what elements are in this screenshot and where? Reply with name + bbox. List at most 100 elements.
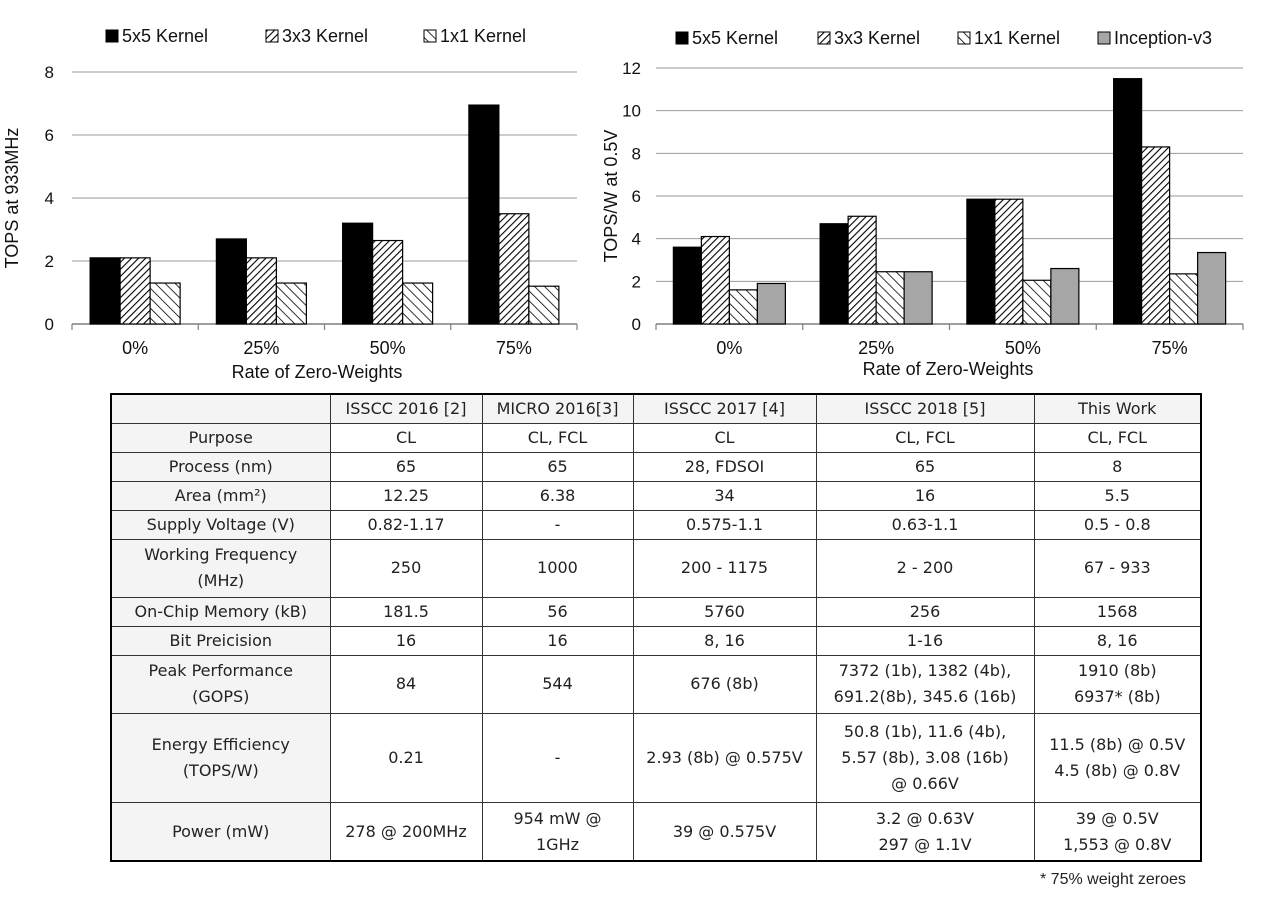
table-row: Working Frequency (MHz) 250 1000 200 - 1175… — [110, 539, 1202, 598]
bar-3x3-kernel-0 — [700, 235, 730, 325]
row-header-cell: Process (nm) — [110, 452, 331, 483]
table-cell: 39 @ 0.5V 1,553 @ 0.8V — [1033, 802, 1202, 862]
table-cell: CL — [329, 422, 483, 454]
table-cell: 0.63-1.1 — [815, 510, 1035, 541]
table-cell: 8, 16 — [1033, 625, 1202, 656]
x-tick-label: 75% — [496, 338, 532, 358]
x-tick-label: 50% — [370, 338, 406, 358]
x-tick-label: 25% — [858, 338, 894, 358]
table-cell: 5760 — [632, 596, 817, 627]
table-cell: CL, FCL — [1033, 422, 1202, 454]
table-row: On-Chip Memory (kB) 181.5 56 5760 256 1568 — [110, 596, 1202, 627]
y-tick-label: 6 — [45, 126, 54, 145]
y-axis-label: TOPS/W at 0.5V — [601, 130, 621, 263]
y-tick-label: 8 — [632, 144, 641, 163]
table-cell: 67 - 933 — [1033, 539, 1202, 598]
bar-3x3-kernel-75 — [498, 213, 530, 325]
x-tick-label: 0% — [716, 338, 742, 358]
table-cell: 954 mW @ 1GHz — [481, 802, 634, 862]
bar-5x5-kernel-0 — [672, 246, 702, 325]
table-row: Peak Performance (GOPS) 84 544 676 (8b) 7372… — [110, 654, 1202, 714]
table-cell: 1-16 — [815, 625, 1035, 656]
table-cell: 16 — [329, 625, 483, 656]
table-cell: 1000 — [481, 539, 634, 598]
table-cell: 256 — [815, 596, 1035, 627]
bar-3x3-kernel-25 — [245, 257, 277, 325]
bar-3x3-kernel-0 — [119, 257, 151, 325]
table-cell: - — [481, 510, 634, 541]
table-cell: 84 — [329, 654, 483, 714]
table-cell: 65 — [329, 452, 483, 483]
row-header-cell: Area (mm²) — [110, 481, 331, 512]
table-cell: 8 — [1033, 452, 1202, 483]
table-cell: CL — [632, 422, 817, 454]
x-tick-label: 0% — [122, 338, 148, 358]
y-tick-label: 0 — [45, 315, 54, 334]
column-header — [110, 393, 331, 424]
legend-label-5x5-kernel: 5x5 Kernel — [692, 28, 778, 48]
table-cell: 250 — [329, 539, 483, 598]
y-tick-label: 8 — [45, 63, 54, 82]
column-header: ISSCC 2018 [5] — [815, 393, 1035, 424]
table-cell: 676 (8b) — [632, 654, 817, 714]
row-header-cell: Power (mW) — [110, 802, 331, 862]
y-tick-label: 6 — [632, 187, 641, 206]
bar-1x1-kernel-75 — [528, 285, 560, 325]
y-tick-label: 12 — [622, 59, 641, 78]
bar-5x5-kernel-50 — [966, 198, 996, 325]
row-header-cell: On-Chip Memory (kB) — [110, 596, 331, 627]
column-header: This Work — [1033, 393, 1202, 424]
bar-5x5-kernel-0 — [89, 257, 121, 325]
legend-label-1x1-kernel: 1x1 Kernel — [974, 28, 1060, 48]
bar-5x5-kernel-25 — [819, 223, 849, 325]
bar-1x1-kernel-0 — [728, 289, 758, 325]
bar-3x3-kernel-50 — [372, 239, 404, 325]
table-cell: 278 @ 200MHz — [329, 802, 483, 862]
table-cell: 16 — [481, 625, 634, 656]
legend-swatch-1x1-kernel — [957, 31, 971, 45]
table-cell: 0.82-1.17 — [329, 510, 483, 541]
table-cell: 2 - 200 — [815, 539, 1035, 598]
legend-swatch-inception-v3 — [1097, 31, 1111, 45]
column-header: ISSCC 2016 [2] — [329, 393, 483, 424]
table-cell: 181.5 — [329, 596, 483, 627]
chart-tops-vs-zero-weights: 0 2 4 6 8 0% 25% 50% 75% Rate of Zero-Weights TOPS… — [2, 26, 578, 382]
table-cell: 65 — [815, 452, 1035, 483]
bar-1x1-kernel-50 — [1022, 279, 1052, 325]
y-tick-label: 2 — [45, 252, 54, 271]
table-cell: 6.38 — [481, 481, 634, 512]
table-cell: 5.5 — [1033, 481, 1202, 512]
bar-5x5-kernel-25 — [215, 238, 247, 325]
legend-label-1x1-kernel: 1x1 Kernel — [440, 26, 526, 46]
table-cell: 1910 (8b) 6937* (8b) — [1033, 654, 1202, 714]
y-tick-label: 4 — [632, 230, 641, 249]
x-axis-label: Rate of Zero-Weights — [863, 359, 1034, 379]
y-tick-label: 0 — [632, 315, 641, 334]
table-cell: 34 — [632, 481, 817, 512]
bar-3x3-kernel-25 — [847, 215, 877, 325]
table-cell: 50.8 (1b), 11.6 (4b), 5.57 (8b), 3.08 (1… — [815, 712, 1035, 804]
comparison-table-container: ISSCC 2016 [2] MICRO 2016[3] ISSCC 2017 [4… — [110, 393, 1202, 862]
table-cell: 0.575-1.1 — [632, 510, 817, 541]
column-header: MICRO 2016[3] — [481, 393, 634, 424]
table-cell: 0.21 — [329, 712, 483, 804]
legend-swatch-3x3-kernel — [817, 31, 831, 45]
table-cell: 1568 — [1033, 596, 1202, 627]
table-header-row: ISSCC 2016 [2] MICRO 2016[3] ISSCC 2017 [4… — [110, 393, 1202, 424]
y-axis-label: TOPS at 933MHz — [2, 128, 22, 269]
table-cell: 544 — [481, 654, 634, 714]
bar-5x5-kernel-75 — [468, 104, 500, 325]
x-tick-label: 75% — [1152, 338, 1188, 358]
table-row: Power (mW) 278 @ 200MHz 954 mW @ 1GHz 39 @ … — [110, 802, 1202, 862]
table-body: Purpose CL CL, FCL CL CL, FCL CL, FCL Process … — [110, 422, 1202, 862]
table-cell: 7372 (1b), 1382 (4b), 691.2(8b), 345.6 (… — [815, 654, 1035, 714]
x-axis-label: Rate of Zero-Weights — [232, 362, 403, 382]
comparison-table: ISSCC 2016 [2] MICRO 2016[3] ISSCC 2017 [4… — [110, 393, 1202, 862]
y-tick-label: 10 — [622, 102, 641, 121]
table-cell: 200 - 1175 — [632, 539, 817, 598]
table-cell: CL, FCL — [481, 422, 634, 454]
table-header: ISSCC 2016 [2] MICRO 2016[3] ISSCC 2017 [4… — [110, 393, 1202, 424]
row-header-cell: Purpose — [110, 422, 331, 454]
legend-swatch-5x5-kernel — [675, 31, 689, 45]
